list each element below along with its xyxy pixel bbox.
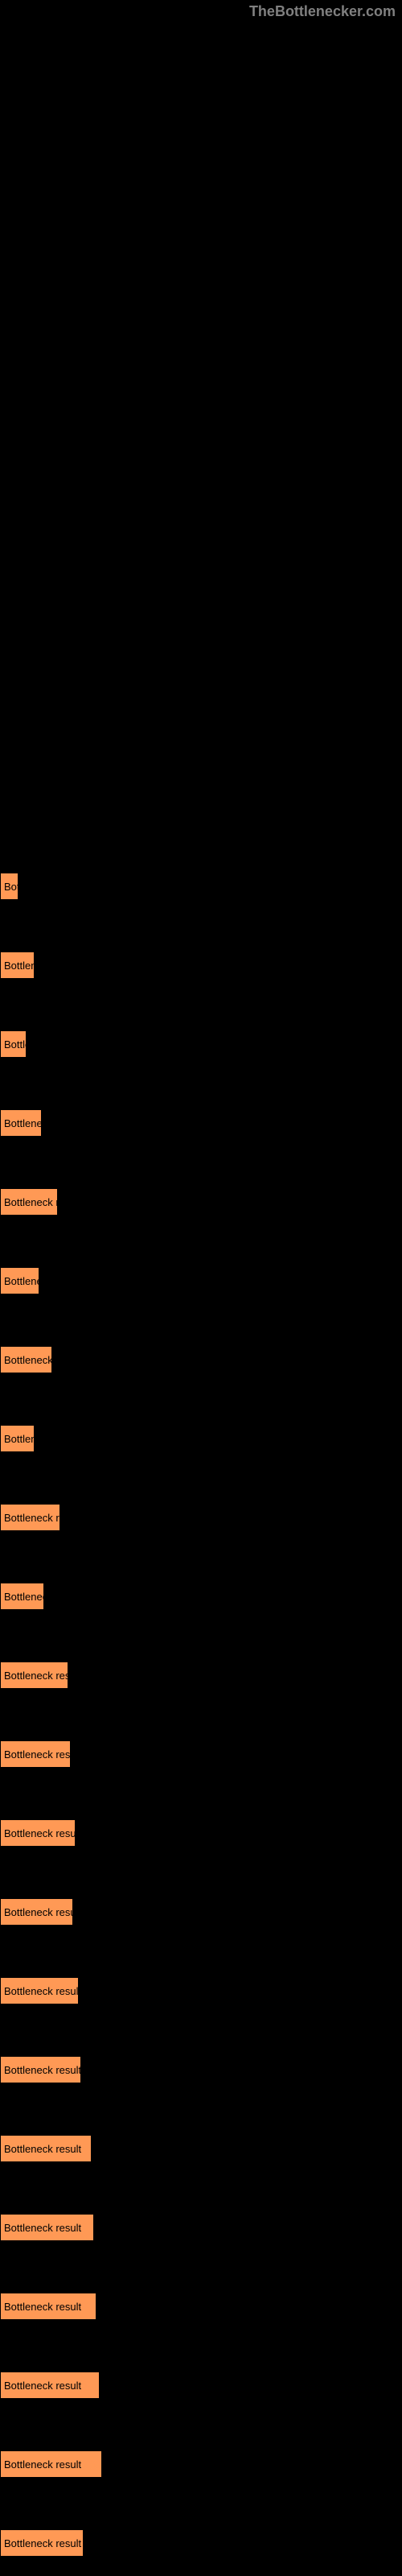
- bar-row: Bottleneck result: [0, 2178, 402, 2257]
- bar-row: Bottleneck: [0, 1547, 402, 1626]
- bar-row: Bottleneck: [0, 1074, 402, 1153]
- bar-row: Bottleneck result: [0, 2021, 402, 2099]
- bar-row: Bottleneck result: [0, 1942, 402, 2021]
- watermark-text: TheBottlenecker.com: [249, 3, 396, 20]
- bar-row: Bottleneck r: [0, 1311, 402, 1389]
- bar: Bottlenec: [0, 952, 35, 979]
- bar: Bottleneck r: [0, 1346, 52, 1373]
- bar: Bottleneck resu: [0, 1504, 60, 1531]
- bar: Bottleneck result: [0, 1898, 73, 1926]
- bar-row: Bottleneck result: [0, 1626, 402, 1705]
- bar-row: Bottleneck: [0, 1232, 402, 1311]
- bar: Bottlenec: [0, 1425, 35, 1452]
- bar-row: Bottleneck res: [0, 1153, 402, 1232]
- bar: Bottleneck res: [0, 1188, 58, 1216]
- bar-row: Bottleneck result: [0, 1784, 402, 1863]
- bar: Bottleneck result: [0, 2056, 81, 2083]
- bar: Bottleneck result: [0, 1819, 76, 1847]
- bar: Bottleneck: [0, 1583, 44, 1610]
- bar-row: Bottleneck resu: [0, 1468, 402, 1547]
- bar: Bottleneck result: [0, 1740, 71, 1768]
- bar: Bottleneck result: [0, 1977, 79, 2004]
- bar-chart: Bottl Bottlenec Bottle Bottleneck Bottleneck…: [0, 837, 402, 2573]
- bar: Bottl: [0, 873, 18, 900]
- bar: Bottleneck result: [0, 2214, 94, 2241]
- bar: Bottleneck result: [0, 2135, 92, 2162]
- bar: Bottleneck: [0, 1109, 42, 1137]
- bar-row: Bottleneck result: [0, 1863, 402, 1942]
- bar-row: Bottlenec: [0, 1389, 402, 1468]
- bar: Bottleneck result: [0, 2529, 84, 2557]
- bar: Bottleneck: [0, 1267, 39, 1294]
- bar-row: Bottl: [0, 837, 402, 916]
- bar: Bottleneck result: [0, 1662, 68, 1689]
- bar-row: Bottleneck result: [0, 2099, 402, 2178]
- bar-row: Bottlenec: [0, 916, 402, 995]
- bar-row: Bottleneck result: [0, 2257, 402, 2336]
- bar-row: Bottle: [0, 995, 402, 1074]
- bar-row: Bottleneck result: [0, 1705, 402, 1784]
- bar: Bottleneck result: [0, 2372, 100, 2399]
- bar-row: Bottleneck result: [0, 2336, 402, 2415]
- bar: Bottleneck result: [0, 2450, 102, 2478]
- bar: Bottle: [0, 1030, 27, 1058]
- bar-row: Bottleneck result: [0, 2494, 402, 2573]
- bar-row: Bottleneck result: [0, 2415, 402, 2494]
- bar: Bottleneck result: [0, 2293, 96, 2320]
